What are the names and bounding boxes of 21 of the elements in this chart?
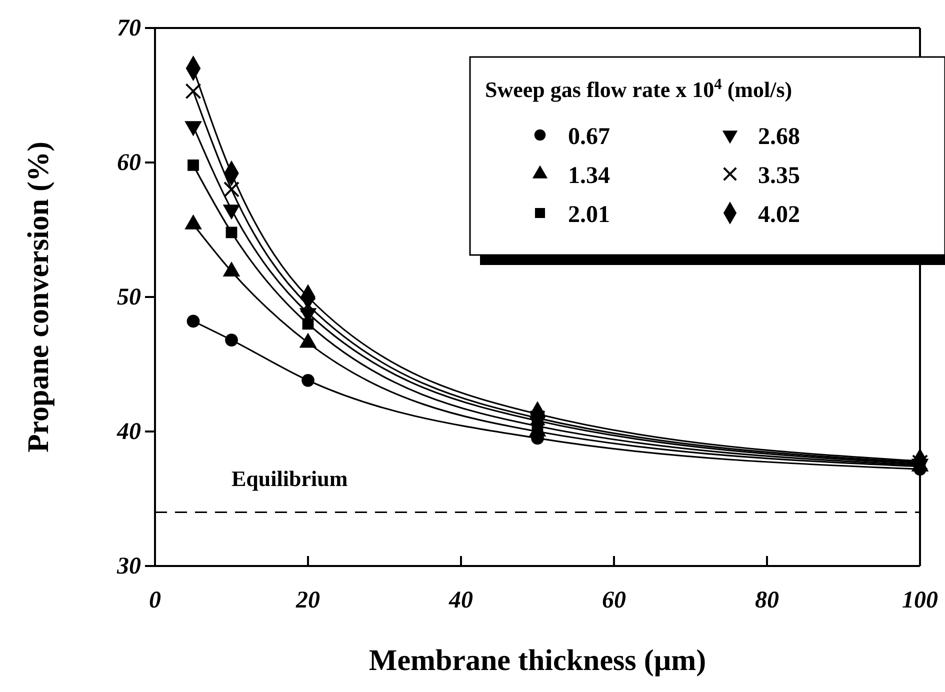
x-tick-label: 20	[295, 587, 320, 614]
y-tick-label: 40	[116, 419, 141, 446]
y-tick-label: 60	[117, 150, 141, 176]
legend-label: 0.67	[568, 124, 610, 150]
x-axis-title: Membrane thickness (µm)	[368, 644, 706, 677]
legend-label: 1.34	[568, 163, 610, 189]
x-tick-label: 0	[149, 587, 161, 614]
x-tick-label: 40	[448, 587, 473, 614]
legend-label: 2.68	[758, 124, 800, 150]
x-tick-label: 60	[602, 587, 626, 614]
y-tick-label: 50	[117, 284, 141, 311]
legend-label: 4.02	[758, 202, 800, 228]
y-axis-title: Propane conversion (%)	[22, 141, 55, 453]
x-tick-label: 100	[902, 587, 938, 614]
y-tick-label: 30	[116, 554, 141, 580]
legend-label: 3.35	[758, 163, 800, 189]
legend-label: 2.01	[568, 202, 610, 228]
x-tick-label: 80	[755, 587, 779, 614]
legend-title: Sweep gas flow rate x 10$^{4}$ (mol/s)	[485, 76, 792, 102]
y-tick-label: 70	[117, 16, 141, 42]
ref-line-label: Equilibrium	[232, 466, 348, 492]
